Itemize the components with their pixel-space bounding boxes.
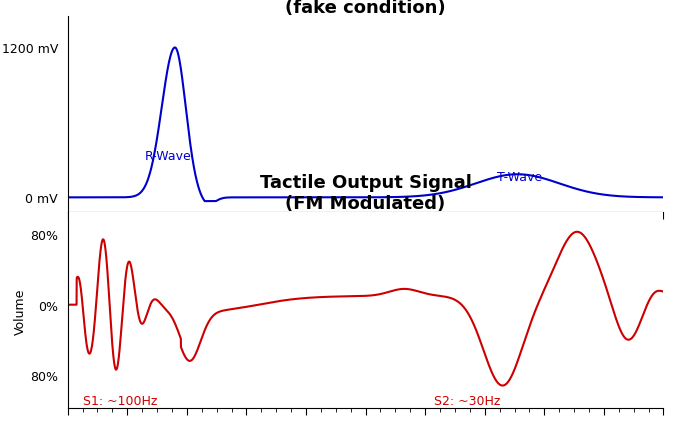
Text: T-Wave: T-Wave: [497, 170, 542, 184]
Y-axis label: Volume: Volume: [14, 288, 27, 334]
Title: Artificial ECG Signal
(fake condition): Artificial ECG Signal (fake condition): [265, 0, 466, 17]
Text: S1: ~100Hz: S1: ~100Hz: [83, 394, 157, 407]
Text: S2: ~30Hz: S2: ~30Hz: [434, 394, 500, 407]
Title: Tactile Output Signal
(FM Modulated): Tactile Output Signal (FM Modulated): [260, 174, 471, 213]
Text: R-Wave: R-Wave: [145, 149, 192, 162]
